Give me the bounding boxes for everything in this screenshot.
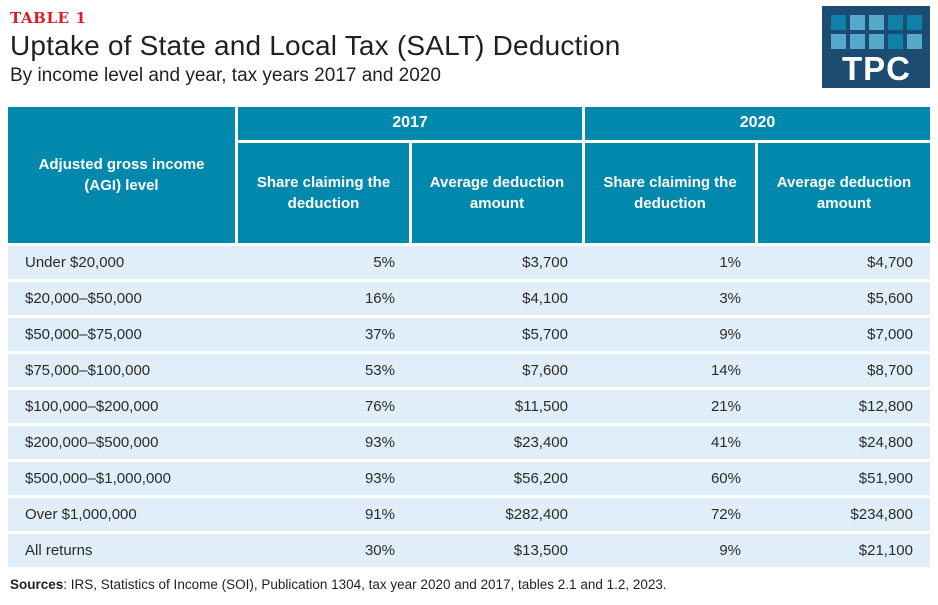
column-header-average-2020: Average deduction amount <box>758 143 930 243</box>
sources-text: : IRS, Statistics of Income (SOI), Publi… <box>63 577 667 592</box>
cell-agi-level: $20,000–$50,000 <box>25 290 142 307</box>
cell-share-2020: 41% <box>710 434 741 451</box>
tpc-logo: TPC <box>822 6 930 88</box>
logo-square <box>888 15 903 30</box>
cell-average-2017: $11,500 <box>514 398 568 415</box>
logo-square <box>831 15 846 30</box>
table-row: Under $20,000 5% $3,700 1% $4,700 <box>8 246 930 279</box>
table-row: Over $1,000,000 91% $282,400 72% $234,80… <box>8 498 930 531</box>
cell-average-2020: $12,800 <box>858 398 913 415</box>
cell-average-2020: $5,600 <box>867 290 913 307</box>
logo-square <box>907 15 922 30</box>
cell-average-2017: $23,400 <box>513 434 568 451</box>
cell-average-2017: $3,700 <box>522 254 568 271</box>
table-row: All returns 30% $13,500 9% $21,100 <box>8 534 930 567</box>
table-header: Adjusted gross income (AGI) level 2017 2… <box>8 107 930 243</box>
cell-share-2017: 5% <box>373 254 395 271</box>
salt-deduction-table: Adjusted gross income (AGI) level 2017 2… <box>8 107 930 567</box>
cell-average-2017: $56,200 <box>513 470 568 487</box>
column-header-average-2017: Average deduction amount <box>412 143 585 243</box>
logo-squares-icon <box>831 15 930 49</box>
cell-average-2017: $5,700 <box>522 326 568 343</box>
cell-share-2020: 60% <box>710 470 741 487</box>
logo-square <box>850 34 865 49</box>
table-body: Under $20,000 5% $3,700 1% $4,700 $20,00… <box>8 246 930 567</box>
cell-share-2020: 3% <box>719 290 741 307</box>
cell-agi-level: Over $1,000,000 <box>25 506 137 523</box>
table-row: $50,000–$75,000 37% $5,700 9% $7,000 <box>8 318 930 351</box>
cell-share-2017: 91% <box>364 506 395 523</box>
cell-share-2017: 93% <box>364 470 395 487</box>
cell-share-2020: 9% <box>719 542 741 559</box>
cell-average-2020: $234,800 <box>850 506 913 523</box>
cell-average-2017: $4,100 <box>522 290 568 307</box>
cell-share-2017: 16% <box>364 290 395 307</box>
logo-text: TPC <box>842 50 911 87</box>
cell-average-2020: $7,000 <box>867 326 913 343</box>
cell-average-2017: $7,600 <box>522 362 568 379</box>
logo-square <box>907 34 922 49</box>
page-title: Uptake of State and Local Tax (SALT) Ded… <box>10 30 621 61</box>
logo-square <box>850 15 865 30</box>
cell-share-2020: 21% <box>710 398 741 415</box>
cell-average-2020: $24,800 <box>858 434 913 451</box>
cell-agi-level: All returns <box>25 542 93 559</box>
cell-average-2020: $51,900 <box>858 470 913 487</box>
column-header-share-2017: Share claiming the deduction <box>238 143 412 243</box>
cell-agi-level: $200,000–$500,000 <box>25 434 159 451</box>
cell-average-2017: $282,400 <box>505 506 568 523</box>
cell-share-2017: 37% <box>364 326 395 343</box>
table-row: $200,000–$500,000 93% $23,400 41% $24,80… <box>8 426 930 459</box>
cell-agi-level: $100,000–$200,000 <box>25 398 159 415</box>
logo-square <box>888 34 903 49</box>
cell-share-2017: 93% <box>364 434 395 451</box>
column-group-header-2020: 2020 <box>585 107 930 143</box>
table-row: $20,000–$50,000 16% $4,100 3% $5,600 <box>8 282 930 315</box>
cell-agi-level: $500,000–$1,000,000 <box>25 470 171 487</box>
logo-square <box>869 34 884 49</box>
cell-share-2020: 72% <box>710 506 741 523</box>
cell-average-2020: $21,100 <box>858 542 913 559</box>
page-subtitle: By income level and year, tax years 2017… <box>10 64 441 86</box>
cell-share-2017: 53% <box>364 362 395 379</box>
cell-share-2020: 14% <box>710 362 741 379</box>
cell-share-2017: 30% <box>364 542 395 559</box>
logo-square <box>831 34 846 49</box>
cell-share-2020: 9% <box>719 326 741 343</box>
table-row: $500,000–$1,000,000 93% $56,200 60% $51,… <box>8 462 930 495</box>
cell-share-2017: 76% <box>364 398 395 415</box>
table-row: $75,000–$100,000 53% $7,600 14% $8,700 <box>8 354 930 387</box>
table-row: $100,000–$200,000 76% $11,500 21% $12,80… <box>8 390 930 423</box>
cell-agi-level: $75,000–$100,000 <box>25 362 151 379</box>
column-header-agi-level: Adjusted gross income (AGI) level <box>8 107 238 243</box>
sources-note: Sources: IRS, Statistics of Income (SOI)… <box>10 577 667 592</box>
cell-average-2017: $13,500 <box>513 542 568 559</box>
table-label: TABLE 1 <box>10 9 87 27</box>
cell-share-2020: 1% <box>719 254 741 271</box>
cell-average-2020: $8,700 <box>867 362 913 379</box>
column-group-header-2017: 2017 <box>238 107 585 143</box>
sources-label: Sources <box>10 577 64 592</box>
column-header-share-2020: Share claiming the deduction <box>585 143 758 243</box>
cell-agi-level: Under $20,000 <box>25 254 125 271</box>
cell-average-2020: $4,700 <box>867 254 913 271</box>
header: TABLE 1 Uptake of State and Local Tax (S… <box>0 0 938 98</box>
logo-square <box>869 15 884 30</box>
cell-agi-level: $50,000–$75,000 <box>25 326 142 343</box>
